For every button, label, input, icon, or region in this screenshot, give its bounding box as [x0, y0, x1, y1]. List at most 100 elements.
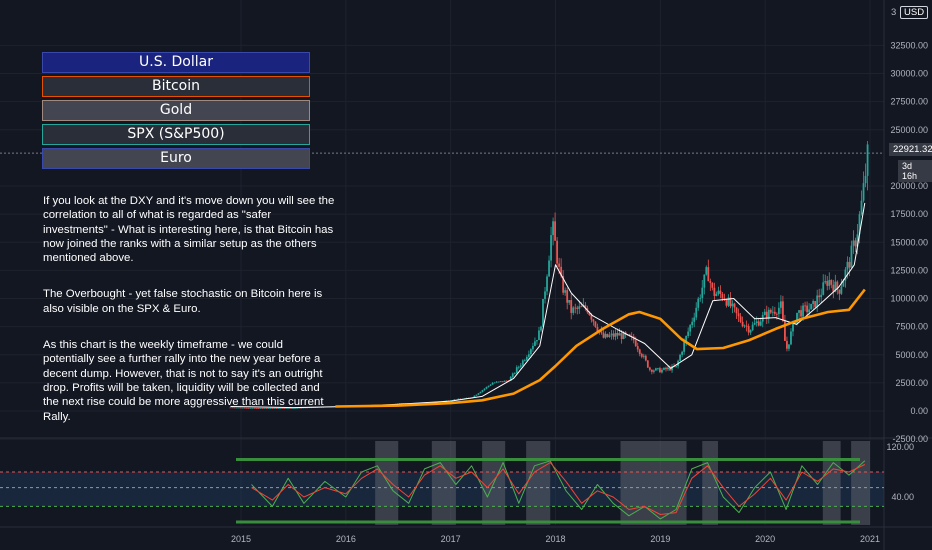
last-price-label: 22921.32 — [889, 143, 932, 156]
candle-body — [709, 281, 712, 283]
time-tick-label: 2019 — [650, 534, 670, 544]
candle-body — [745, 325, 748, 327]
price-series — [230, 202, 866, 409]
candle-body — [564, 290, 567, 293]
candle-body — [568, 300, 571, 303]
candle-body — [737, 313, 740, 317]
legend-item: Euro — [42, 148, 310, 169]
candle-body — [779, 301, 782, 308]
candle-body — [233, 407, 236, 409]
stochastic-d-line — [251, 462, 866, 515]
candle-body — [642, 355, 645, 357]
candle-body — [280, 407, 282, 409]
candle-body — [654, 368, 657, 371]
candle-body — [765, 311, 768, 319]
legend-item: Bitcoin — [42, 76, 310, 97]
stochastic-k-line — [251, 460, 866, 520]
candle-body — [503, 380, 506, 382]
candle-body — [501, 381, 504, 383]
candle-body — [733, 303, 736, 308]
candle-body — [792, 322, 794, 332]
candle-body — [661, 369, 663, 373]
candle-body — [798, 310, 800, 313]
candle-body — [808, 309, 811, 313]
candle-body — [263, 408, 266, 409]
candle-body — [665, 367, 667, 370]
candle-body — [493, 382, 496, 384]
candle-body — [515, 367, 518, 374]
candle-body — [735, 307, 738, 314]
price-tick-label: 25000.00 — [890, 125, 928, 135]
candle-body — [596, 326, 599, 332]
candle-body — [842, 280, 845, 287]
candle-body — [483, 388, 486, 391]
candle-body — [511, 373, 514, 377]
legend-item: U.S. Dollar — [42, 52, 310, 73]
candle-body — [622, 332, 625, 340]
price-tick-label: 17500.00 — [890, 209, 928, 219]
candle-body — [292, 407, 294, 409]
candle-body — [556, 240, 559, 264]
candle-body — [608, 335, 611, 337]
candle-body — [231, 407, 234, 409]
stochastic-tick-label: 40.00 — [891, 492, 914, 502]
overbought-highlight — [702, 441, 718, 525]
candle-body — [253, 407, 256, 409]
candle-body — [675, 365, 677, 367]
price-tick-label: 15000.00 — [890, 237, 928, 247]
candle-body — [866, 144, 869, 176]
candle-body — [713, 287, 716, 296]
candle-body — [640, 353, 643, 357]
price-tick-label: 0.00 — [910, 406, 928, 416]
candle-body — [257, 408, 260, 409]
price-tick-label: 32500.00 — [890, 40, 928, 50]
candle-body — [550, 235, 552, 261]
candle-body — [743, 325, 746, 327]
candle-body — [269, 408, 272, 409]
candle-body — [771, 311, 774, 313]
candle-body — [288, 407, 290, 409]
candle-body — [576, 307, 579, 309]
candle-body — [616, 333, 619, 336]
candle-body — [719, 290, 722, 294]
candle-body — [578, 306, 581, 309]
candle-body — [521, 360, 524, 366]
candle-body — [620, 333, 623, 340]
candle-body — [495, 381, 498, 383]
overbought-highlight — [526, 441, 551, 525]
candle-body — [695, 307, 698, 318]
candle-body — [659, 368, 661, 373]
candle-body — [473, 395, 476, 398]
candle-body — [602, 332, 605, 338]
candle-body — [727, 297, 730, 306]
candle-body — [862, 183, 865, 201]
candle-body — [788, 344, 790, 349]
time-tick-label: 2020 — [755, 534, 775, 544]
candle-body — [769, 309, 772, 313]
candle-body — [800, 310, 802, 317]
candle-body — [245, 407, 248, 409]
candle-body — [590, 314, 593, 320]
candle-body — [846, 261, 849, 270]
candle-body — [527, 354, 530, 357]
candle-body — [638, 349, 641, 354]
candle-body — [229, 407, 232, 409]
candle-body — [489, 384, 492, 386]
candle-body — [739, 316, 742, 322]
candle-body — [453, 399, 456, 401]
candle-body — [830, 279, 833, 285]
candle-body — [487, 385, 490, 387]
currency-button[interactable]: USD — [900, 6, 929, 19]
candle-body — [566, 290, 569, 303]
candle-body — [477, 393, 480, 395]
legend-item: Gold — [42, 100, 310, 121]
candle-body — [810, 303, 813, 310]
candle-body — [864, 175, 867, 184]
candle-body — [796, 312, 798, 324]
candle-body — [852, 240, 855, 246]
candle-body — [552, 221, 554, 236]
overbought-highlight — [822, 441, 841, 525]
candle-body — [298, 407, 300, 409]
candle-body — [693, 317, 696, 322]
candle-body — [741, 321, 744, 327]
